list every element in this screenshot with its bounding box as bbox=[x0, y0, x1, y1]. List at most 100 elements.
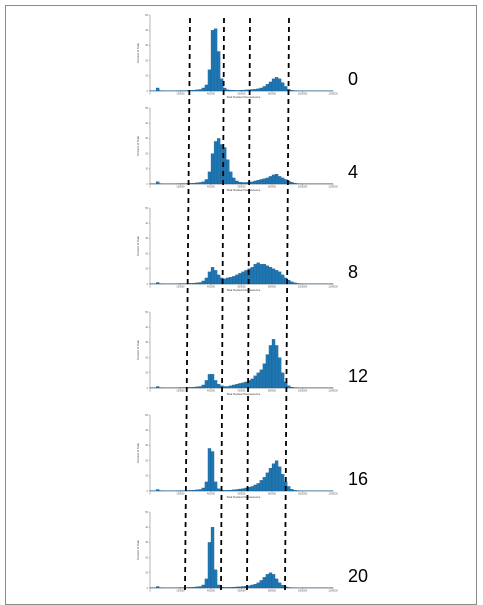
y-tick-label: 50 bbox=[145, 14, 148, 17]
histogram-bar bbox=[254, 264, 257, 284]
histogram-bar bbox=[211, 267, 214, 284]
x-tick-label: 1000000 bbox=[298, 390, 308, 393]
histogram-bar bbox=[235, 489, 238, 491]
y-tick-label: 20 bbox=[145, 252, 148, 255]
histogram-bar bbox=[263, 264, 266, 284]
histogram-bar bbox=[260, 179, 263, 184]
x-tick-label: 1000000 bbox=[298, 93, 308, 96]
y-tick-label: 10 bbox=[145, 268, 148, 271]
histogram-bar bbox=[220, 79, 223, 91]
x-tick-label: 400000 bbox=[207, 186, 216, 189]
histogram-bar bbox=[202, 281, 205, 284]
histogram-bar bbox=[226, 160, 229, 184]
histogram-bar bbox=[202, 488, 205, 491]
x-tick-label: 1200000 bbox=[328, 590, 338, 593]
histogram-bar bbox=[202, 88, 205, 91]
histogram-bar bbox=[272, 79, 275, 91]
histogram-bar bbox=[281, 373, 284, 388]
histogram-bar bbox=[251, 182, 254, 184]
histogram-bar bbox=[263, 364, 266, 388]
y-axis-title: Percent of Total bbox=[136, 443, 140, 463]
y-tick-label: 30 bbox=[145, 541, 148, 544]
histogram-bar bbox=[272, 339, 275, 388]
histogram-bar bbox=[257, 373, 260, 388]
histogram-bar bbox=[196, 490, 199, 491]
histogram-bar bbox=[208, 172, 211, 184]
x-tick-label: 200000 bbox=[177, 286, 186, 289]
y-tick-label: 50 bbox=[145, 511, 148, 514]
histogram-bar bbox=[278, 176, 281, 184]
x-tick-label: 0 bbox=[149, 390, 151, 393]
histogram-bar bbox=[266, 473, 269, 491]
histogram-bar bbox=[211, 527, 214, 588]
histogram-bar bbox=[281, 275, 284, 284]
histogram-bar bbox=[245, 90, 248, 91]
x-tick-label: 0 bbox=[149, 493, 151, 496]
histogram-bar bbox=[226, 386, 229, 388]
histogram-bar bbox=[199, 182, 202, 184]
histogram-bar bbox=[214, 570, 217, 588]
histogram-bar bbox=[214, 482, 217, 491]
histogram-bar bbox=[199, 386, 202, 388]
x-tick-label: 1000000 bbox=[298, 493, 308, 496]
histogram-bar bbox=[284, 86, 287, 91]
histogram-bar bbox=[254, 181, 257, 184]
x-tick-label: 400000 bbox=[207, 286, 216, 289]
histogram-bar bbox=[238, 489, 241, 491]
x-tick-label: 200000 bbox=[177, 590, 186, 593]
histogram-bar bbox=[226, 490, 229, 491]
histogram-bar bbox=[190, 587, 193, 588]
histogram-bar bbox=[254, 584, 257, 588]
histogram-bar bbox=[260, 370, 263, 388]
x-tick-label: 800000 bbox=[268, 390, 277, 393]
histogram-bar bbox=[193, 587, 196, 588]
x-tick-label: 400000 bbox=[207, 390, 216, 393]
y-tick-label: 20 bbox=[145, 459, 148, 462]
histogram-bar bbox=[193, 183, 196, 184]
y-axis-title: Percent of Total bbox=[136, 236, 140, 256]
y-tick-label: 20 bbox=[145, 356, 148, 359]
y-tick-label: 20 bbox=[145, 556, 148, 559]
histogram-bar bbox=[263, 577, 266, 588]
histogram-bar bbox=[269, 468, 272, 491]
histogram-bar bbox=[193, 283, 196, 284]
histogram-bar bbox=[156, 282, 159, 284]
x-tick-label: 400000 bbox=[207, 93, 216, 96]
x-tick-label: 0 bbox=[149, 286, 151, 289]
histogram-bar bbox=[278, 358, 281, 388]
histogram-bar bbox=[275, 579, 278, 588]
time-label-8: 8 bbox=[348, 262, 358, 282]
histogram-bar bbox=[260, 480, 263, 491]
histogram-bar bbox=[242, 272, 245, 284]
histogram-bar bbox=[217, 585, 220, 588]
y-tick-label: 50 bbox=[145, 311, 148, 314]
histogram-bar bbox=[187, 587, 190, 588]
histogram-bar bbox=[266, 574, 269, 588]
y-tick-label: 40 bbox=[145, 222, 148, 225]
histogram-bar bbox=[232, 587, 235, 588]
x-tick-label: 200000 bbox=[177, 93, 186, 96]
histogram-bar bbox=[223, 279, 226, 284]
histogram-bar bbox=[266, 355, 269, 388]
y-tick-label: 40 bbox=[145, 326, 148, 329]
histogram-bar bbox=[269, 345, 272, 388]
histogram-bar bbox=[196, 587, 199, 588]
histogram-bar bbox=[281, 585, 284, 588]
histogram-bar bbox=[242, 489, 245, 491]
histogram-bar bbox=[257, 263, 260, 284]
histogram-bar bbox=[205, 482, 208, 491]
histogram-bar bbox=[232, 276, 235, 284]
y-tick-label: 30 bbox=[145, 341, 148, 344]
y-axis-title: Percent of Total bbox=[136, 136, 140, 156]
y-tick-label: 40 bbox=[145, 29, 148, 32]
histogram-bar bbox=[275, 174, 278, 184]
histogram-bar bbox=[199, 89, 202, 91]
histogram-bar bbox=[242, 182, 245, 184]
histogram-bar bbox=[269, 82, 272, 91]
histogram-bar bbox=[217, 138, 220, 184]
